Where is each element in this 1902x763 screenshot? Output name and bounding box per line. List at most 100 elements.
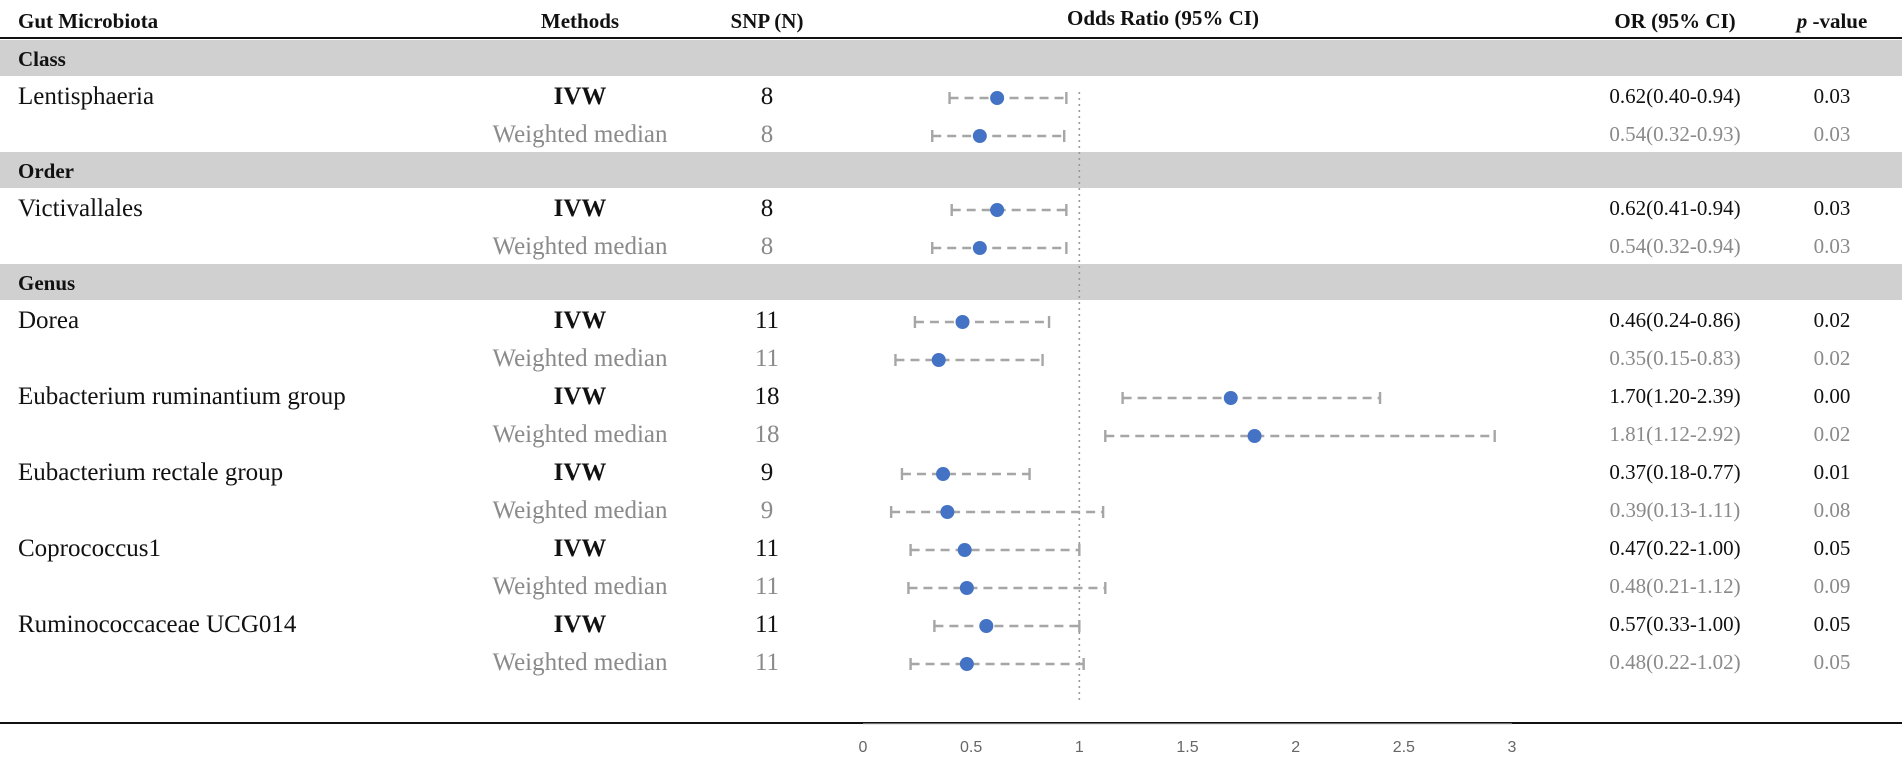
p-value: 0.09 — [1814, 574, 1851, 598]
data-row: Weighted median 11 0.35(0.15-0.83) 0.02 — [492, 345, 1850, 372]
data-row: Weighted median 8 0.54(0.32-0.94) 0.03 — [492, 233, 1850, 260]
data-row: Dorea IVW 11 0.46(0.24-0.86) 0.02 — [18, 307, 1850, 334]
x-tick-label: 3 — [1508, 739, 1517, 756]
or-ci-value: 0.57(0.33-1.00) — [1609, 612, 1740, 636]
or-point — [959, 657, 974, 671]
header-microbiota: Gut Microbiota — [18, 9, 159, 33]
or-point — [1247, 429, 1262, 443]
header-snp: SNP (N) — [731, 9, 804, 33]
or-point — [972, 129, 987, 143]
data-row: Lentisphaeria IVW 8 0.62(0.40-0.94) 0.03 — [18, 83, 1850, 110]
data-row: Weighted median 9 0.39(0.13-1.11) 0.08 — [492, 497, 1850, 524]
snp-count: 8 — [761, 83, 774, 110]
p-value: 0.03 — [1814, 122, 1851, 146]
p-value: 0.08 — [1814, 498, 1851, 522]
p-value: 0.02 — [1814, 308, 1851, 332]
method-label: IVW — [554, 535, 607, 562]
snp-count: 18 — [755, 421, 780, 448]
method-label: Weighted median — [492, 421, 668, 448]
or-ci-value: 0.35(0.15-0.83) — [1609, 346, 1740, 370]
section-band — [0, 152, 1902, 188]
snp-count: 11 — [755, 611, 779, 638]
or-ci-value: 0.48(0.21-1.12) — [1609, 574, 1740, 598]
or-ci-value: 0.54(0.32-0.93) — [1609, 122, 1740, 146]
section-bands: Class Order Genus — [0, 40, 1902, 300]
x-axis-ticks: 0 0.5 1 1.5 2 2.5 3 — [859, 739, 1517, 756]
method-label: IVW — [554, 383, 607, 410]
data-row: Victivallales IVW 8 0.62(0.41-0.94) 0.03 — [18, 195, 1850, 222]
or-point — [940, 505, 955, 519]
or-ci-value: 0.39(0.13-1.11) — [1610, 498, 1740, 522]
x-tick-label: 2.5 — [1393, 739, 1415, 756]
data-row: Coprococcus1 IVW 11 0.47(0.22-1.00) 0.05 — [18, 535, 1850, 562]
header-odds-ratio: Odds Ratio (95% CI) — [1067, 6, 1259, 30]
method-label: IVW — [554, 459, 607, 486]
section-label: Order — [18, 159, 74, 183]
snp-count: 8 — [761, 233, 774, 260]
snp-count: 11 — [755, 535, 779, 562]
or-point — [979, 619, 994, 633]
taxon-name: Lentisphaeria — [18, 83, 154, 110]
data-row: Eubacterium ruminantium group IVW 18 1.70(1… — [18, 383, 1850, 410]
or-point — [1223, 391, 1238, 405]
or-ci-value: 1.70(1.20-2.39) — [1609, 384, 1740, 408]
section-label: Genus — [18, 271, 75, 295]
section-label: Class — [18, 47, 66, 71]
method-label: Weighted median — [492, 345, 668, 372]
data-row: Eubacterium rectale group IVW 9 0.37(0.18-0… — [18, 459, 1850, 486]
method-label: IVW — [554, 307, 607, 334]
or-point — [931, 353, 946, 367]
snp-count: 8 — [761, 195, 774, 222]
snp-count: 11 — [755, 649, 779, 676]
taxon-name: Eubacterium ruminantium group — [18, 383, 346, 410]
taxon-name: Eubacterium rectale group — [18, 459, 283, 486]
or-point — [990, 203, 1005, 217]
p-value: 0.03 — [1814, 196, 1851, 220]
header-methods: Methods — [541, 9, 619, 33]
data-row: Weighted median 18 1.81(1.12-2.92) 0.02 — [492, 421, 1850, 448]
snp-count: 8 — [761, 121, 774, 148]
or-ci-value: 0.37(0.18-0.77) — [1609, 460, 1740, 484]
section-row-order: Order — [0, 152, 1902, 188]
p-value: 0.05 — [1814, 536, 1851, 560]
method-label: IVW — [554, 83, 607, 110]
or-ci-value: 0.62(0.40-0.94) — [1609, 84, 1740, 108]
snp-count: 9 — [761, 497, 774, 524]
snp-count: 11 — [755, 307, 779, 334]
x-tick-label: 1.5 — [1176, 739, 1198, 756]
or-point — [972, 241, 987, 255]
header-or-ci: OR (95% CI) — [1614, 9, 1735, 33]
taxon-name: Victivallales — [18, 195, 143, 222]
method-label: Weighted median — [492, 497, 668, 524]
data-row: Ruminococcaceae UCG014 IVW 11 0.57(0.33-1.0… — [18, 611, 1850, 638]
section-band — [0, 40, 1902, 76]
p-value: 0.05 — [1814, 612, 1851, 636]
x-tick-label: 0 — [859, 739, 868, 756]
snp-count: 9 — [761, 459, 774, 486]
p-value: 0.03 — [1814, 84, 1851, 108]
rows-layer: Lentisphaeria IVW 8 0.62(0.40-0.94) 0.03Weig… — [18, 83, 1850, 676]
or-point — [959, 581, 974, 595]
x-tick-label: 0.5 — [960, 739, 982, 756]
or-point — [990, 91, 1005, 105]
header-row: Gut Microbiota Methods SNP (N) Odds Rati… — [18, 6, 1867, 33]
snp-count: 11 — [755, 345, 779, 372]
data-row: Weighted median 11 0.48(0.21-1.12) 0.09 — [492, 573, 1850, 600]
p-value: 0.00 — [1814, 384, 1851, 408]
or-point — [955, 315, 970, 329]
data-row: Weighted median 11 0.48(0.22-1.02) 0.05 — [492, 649, 1850, 676]
p-value: 0.01 — [1814, 460, 1851, 484]
header-p-value: p -value — [1795, 9, 1868, 33]
or-ci-value: 0.54(0.32-0.94) — [1609, 234, 1740, 258]
or-point — [957, 543, 972, 557]
header-p-italic: p — [1795, 9, 1808, 33]
x-tick-label: 2 — [1291, 739, 1300, 756]
snp-count: 11 — [755, 573, 779, 600]
snp-count: 18 — [755, 383, 780, 410]
method-label: IVW — [554, 195, 607, 222]
or-ci-value: 1.81(1.12-2.92) — [1609, 422, 1740, 446]
method-label: Weighted median — [492, 233, 668, 260]
header-p-rest: -value — [1807, 9, 1867, 33]
p-value: 0.03 — [1814, 234, 1851, 258]
method-label: IVW — [554, 611, 607, 638]
